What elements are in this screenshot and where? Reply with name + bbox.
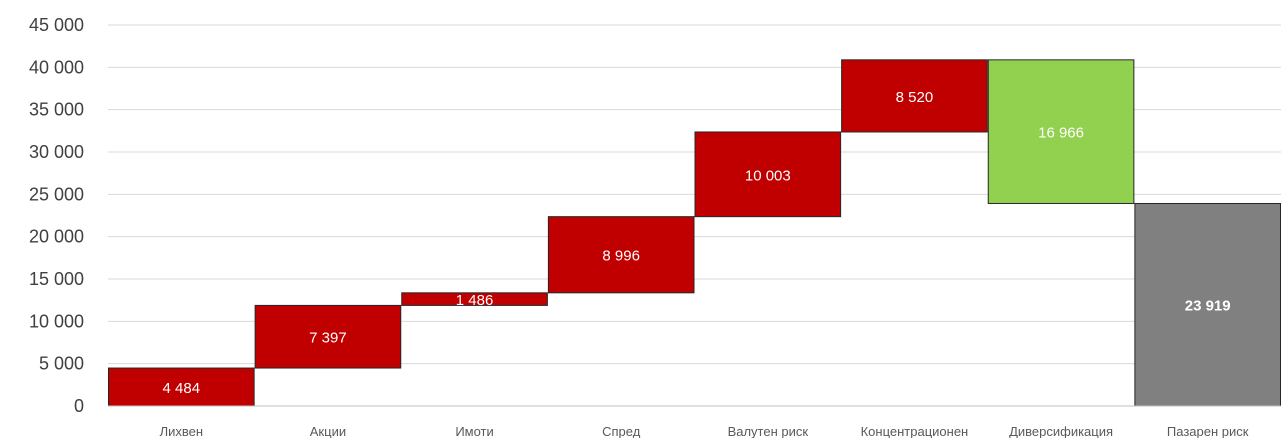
y-tick-label: 15 000 [29, 269, 84, 289]
x-category-label: Имоти [455, 424, 493, 438]
bar-increase [254, 304, 402, 369]
bar-increase [694, 131, 842, 218]
y-tick-label: 30 000 [29, 142, 84, 162]
x-category-label: Пазарен риск [1167, 424, 1249, 438]
y-tick-label: 25 000 [29, 184, 84, 204]
data-label: 7 397 [309, 330, 347, 347]
bar-decrease [987, 59, 1135, 204]
y-tick-label: 20 000 [29, 227, 84, 247]
y-tick-label: 5 000 [39, 354, 84, 374]
data-label: 23 919 [1185, 298, 1231, 315]
data-label: 10 003 [745, 167, 791, 184]
x-category-label: Валутен риск [728, 424, 809, 438]
y-tick-label: 40 000 [29, 57, 84, 77]
bars [108, 59, 1281, 407]
y-tick-label: 0 [74, 396, 84, 416]
data-labels: 4 484 7 397 1 486 8 996 10 003 8 520 16 966 23 … [163, 89, 1231, 397]
data-label: 8 996 [602, 248, 640, 265]
bar-increase [547, 216, 695, 294]
x-axis-category-labels: Лихвен Акции Имоти Спред Валутен риск Концент… [160, 424, 1249, 438]
x-category-label: Лихвен [160, 424, 203, 438]
data-label: 16 966 [1038, 125, 1084, 142]
data-label: 4 484 [163, 380, 201, 397]
x-category-label: Концентрационен [861, 424, 969, 438]
bar-increase [401, 292, 548, 306]
y-tick-label: 35 000 [29, 100, 84, 120]
y-tick-label: 10 000 [29, 311, 84, 331]
data-label: 1 486 [456, 292, 494, 309]
bar-total [1134, 202, 1281, 407]
bar-increase [841, 59, 988, 133]
bar-increase [108, 367, 255, 407]
x-category-label: Акции [310, 424, 346, 438]
y-tick-label: 45 000 [29, 15, 84, 35]
x-category-label: Диверсификация [1009, 424, 1113, 438]
data-label: 8 520 [896, 89, 934, 106]
y-axis-tick-labels: 0 5 000 10 000 15 000 20 000 25 000 30 000 35 0… [29, 15, 84, 416]
x-category-label: Спред [602, 424, 641, 438]
